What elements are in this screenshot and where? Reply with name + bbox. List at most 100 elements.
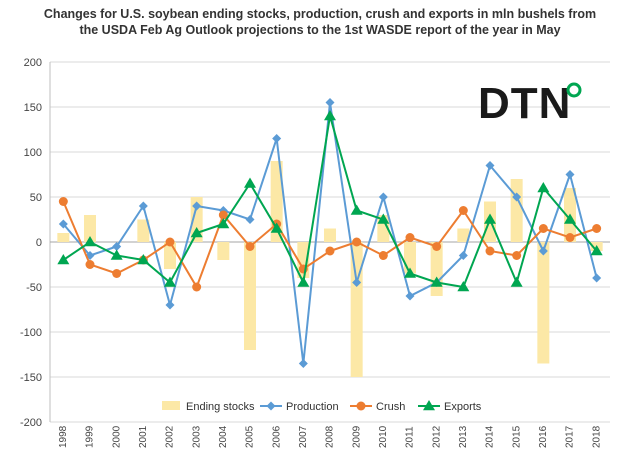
x-tick-label: 2000: [111, 425, 122, 448]
bar: [457, 228, 470, 242]
series-exports: [57, 110, 603, 292]
point-diamond: [245, 215, 255, 224]
point-diamond: [192, 201, 202, 211]
point-triangle: [350, 204, 363, 215]
x-tick-label: 2002: [165, 425, 176, 448]
bar: [137, 219, 150, 242]
point-diamond: [485, 161, 495, 170]
series-crush: [58, 197, 602, 292]
point-triangle: [244, 177, 256, 188]
point-diamond: [538, 246, 548, 256]
point-triangle: [164, 276, 176, 287]
point-circle: [432, 242, 442, 251]
point-circle: [458, 206, 468, 215]
x-tick-label: 2001: [138, 425, 149, 448]
x-tick-label: 2017: [565, 425, 576, 448]
x-tick-label: 2013: [458, 425, 469, 448]
x-tick-label: 1998: [58, 425, 69, 448]
bar: [190, 197, 203, 242]
point-diamond: [266, 401, 276, 411]
bar: [244, 242, 256, 350]
legend-item: Production: [260, 401, 339, 413]
point-circle: [485, 246, 495, 256]
legend-label: Crush: [376, 401, 405, 413]
x-tick-label: 2006: [271, 425, 282, 448]
point-diamond: [592, 273, 602, 283]
point-circle: [165, 237, 175, 247]
y-tick-label: -50: [26, 282, 42, 294]
x-tick-label: 2016: [538, 425, 549, 448]
point-circle: [352, 237, 362, 247]
point-diamond: [378, 192, 388, 202]
point-triangle: [590, 245, 603, 256]
point-triangle: [217, 218, 230, 229]
legend-label: Exports: [444, 401, 482, 413]
x-tick-label: 2008: [325, 425, 336, 448]
point-circle: [405, 233, 415, 242]
point-triangle: [404, 267, 416, 278]
y-tick-label: 200: [24, 57, 42, 69]
y-tick-label: 150: [24, 102, 42, 114]
point-diamond: [112, 242, 122, 251]
point-circle: [356, 401, 366, 411]
bar: [324, 228, 336, 242]
point-circle: [565, 233, 575, 242]
x-tick-label: 2018: [591, 425, 602, 448]
point-triangle: [270, 222, 283, 233]
point-triangle: [84, 236, 96, 247]
bar: [350, 242, 363, 377]
x-axis: 1998 1999 2000 2001 2002 2003 2004 2005 2006 2007…: [58, 425, 602, 448]
point-triangle: [537, 182, 550, 193]
x-tick-label: 2015: [511, 425, 522, 448]
point-triangle: [430, 276, 443, 287]
x-tick-label: 2007: [298, 425, 309, 448]
dtn-logo-text: DTN: [478, 79, 571, 128]
point-triangle: [510, 276, 523, 287]
point-circle: [378, 251, 388, 260]
x-tick-label: 1999: [85, 425, 96, 448]
point-circle: [112, 269, 122, 278]
legend-item: Exports: [418, 400, 482, 413]
line-series: [57, 98, 603, 368]
x-tick-label: 2009: [351, 425, 362, 448]
y-axis: 200 150 100 50 0 -50 -100 -150 -200: [20, 57, 42, 429]
point-diamond: [512, 192, 522, 202]
point-triangle: [564, 213, 576, 224]
point-diamond: [58, 219, 68, 229]
point-triangle: [190, 227, 203, 238]
point-diamond: [325, 98, 335, 107]
legend: Ending stocks Production Crush Exports: [162, 400, 482, 413]
y-tick-label: 100: [24, 147, 42, 159]
point-circle: [58, 197, 68, 206]
point-circle: [592, 224, 602, 233]
x-tick-label: 2004: [218, 425, 229, 448]
point-triangle: [324, 110, 336, 121]
point-diamond: [565, 170, 575, 179]
bar: [537, 242, 550, 364]
point-circle: [218, 210, 228, 220]
point-triangle: [297, 276, 310, 287]
y-tick-label: -100: [20, 327, 42, 339]
bar: [84, 215, 96, 242]
legend-item: Ending stocks: [162, 401, 255, 413]
point-diamond: [138, 201, 148, 211]
x-tick-label: 2010: [378, 425, 389, 448]
point-triangle: [137, 254, 150, 265]
y-tick-label: -200: [20, 417, 42, 429]
bar: [217, 242, 230, 260]
point-circle: [325, 246, 335, 256]
dtn-logo: DTN: [478, 79, 582, 128]
point-triangle: [377, 213, 390, 224]
legend-swatch: [162, 401, 180, 410]
bar: [57, 233, 70, 242]
chart-title: Changes for U.S. soybean ending stocks, …: [43, 7, 597, 37]
x-tick-label: 2005: [245, 425, 256, 448]
point-circle: [538, 224, 548, 233]
y-tick-label: -150: [20, 372, 42, 384]
point-diamond: [405, 291, 415, 301]
legend-label: Production: [286, 401, 339, 413]
bar: [510, 179, 523, 242]
dtn-logo-dot-icon: [566, 82, 582, 98]
